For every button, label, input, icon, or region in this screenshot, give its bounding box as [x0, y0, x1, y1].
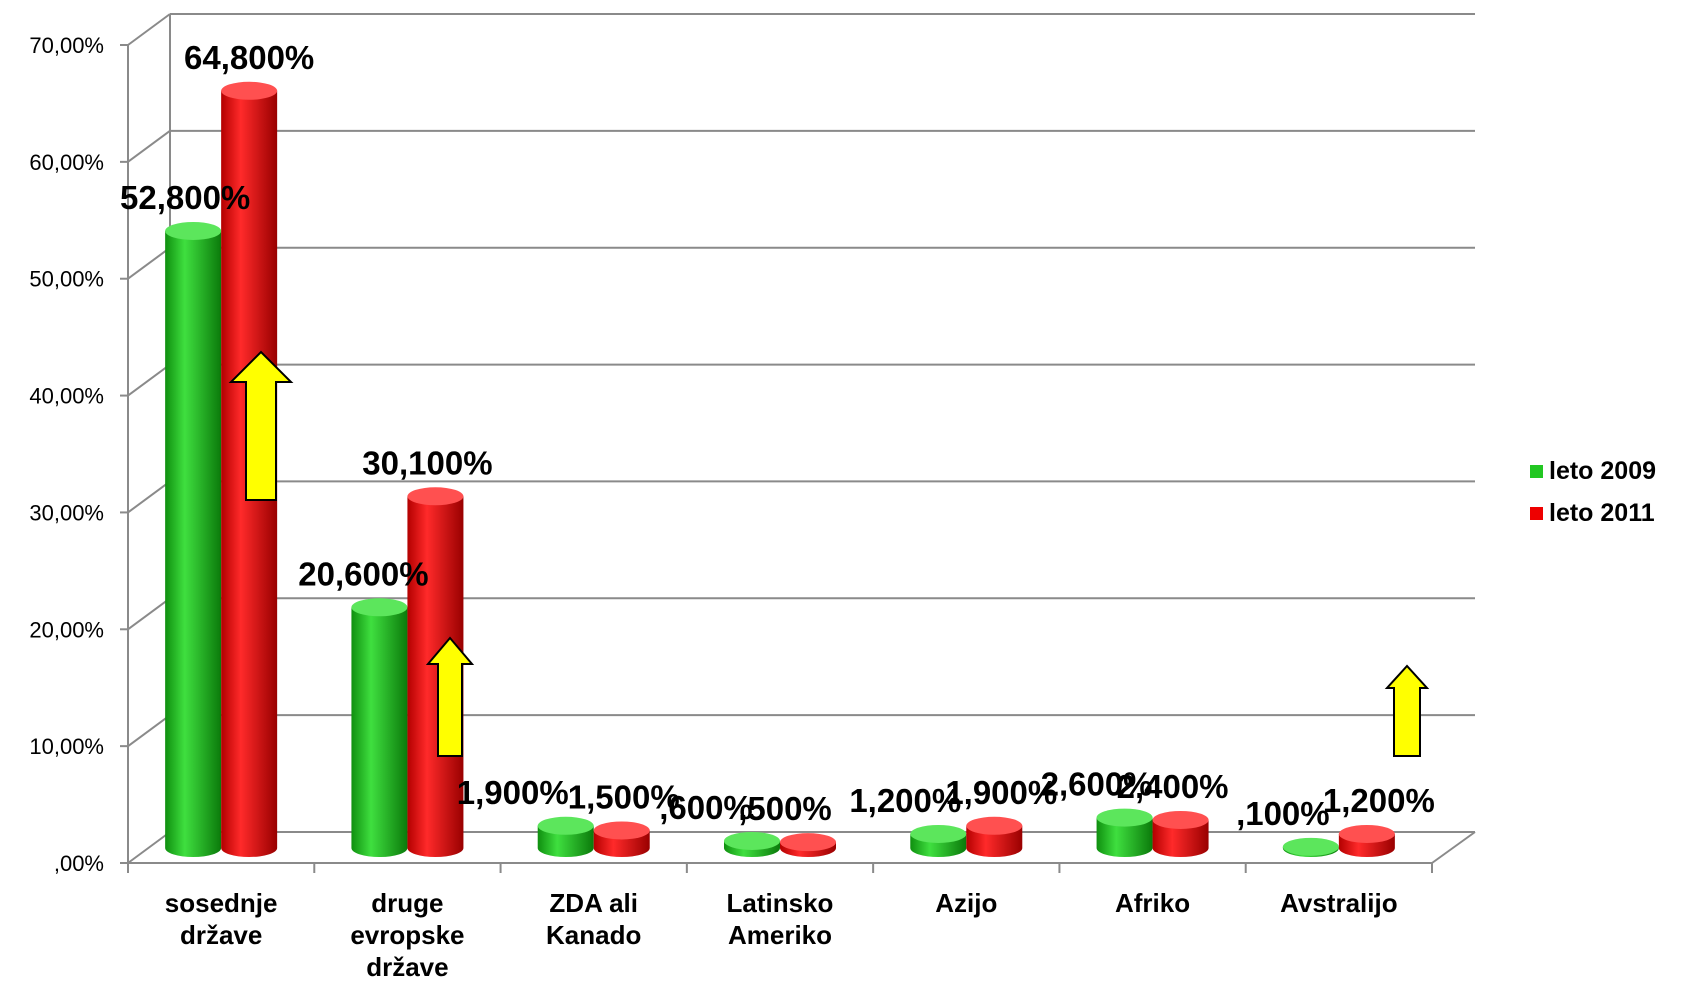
- bar-top: [724, 831, 780, 850]
- up-arrow-icon: [425, 636, 475, 757]
- data-labels: 52,800% 20,600% 1,900% ,600% 1,200% 2,600% ,10…: [120, 39, 1435, 832]
- data-label: 30,100%: [362, 444, 492, 481]
- bar-2011: [1152, 810, 1209, 857]
- y-tick-label: 20,00%: [29, 617, 104, 642]
- bar-body: [165, 230, 222, 858]
- grid-lines: [127, 13, 1475, 864]
- data-label: 1,900%: [457, 774, 569, 811]
- gridline-diagonal: [127, 246, 171, 280]
- bar-body: [351, 607, 408, 857]
- x-tick-label: ZDA ali Kanado: [546, 888, 641, 950]
- gridline-diagonal: [127, 130, 171, 163]
- legend-label-2011: leto 2011: [1549, 498, 1655, 527]
- bar-top: [966, 816, 1023, 835]
- data-label: 52,800%: [120, 179, 250, 216]
- bar-top: [780, 833, 836, 852]
- x-tick-label: Azijo: [935, 888, 997, 918]
- data-label: 1,200%: [849, 782, 961, 819]
- bar-2009: [1282, 837, 1339, 857]
- bar-2009: [351, 598, 408, 857]
- data-label: 2,400%: [1117, 768, 1229, 805]
- legend-item-2011: leto 2011: [1530, 492, 1656, 534]
- bar-body: [537, 825, 594, 857]
- data-label: ,500%: [738, 790, 832, 827]
- bar-2011: [966, 816, 1023, 857]
- data-label: 1,500%: [568, 778, 680, 815]
- bar-top: [1338, 824, 1395, 843]
- y-tick-label: 60,00%: [29, 150, 104, 175]
- data-label: 1,200%: [1323, 782, 1435, 819]
- legend-swatch-2009: [1530, 464, 1543, 478]
- y-tick-label: 50,00%: [29, 267, 104, 292]
- up-arrow-icon: [228, 350, 294, 501]
- bar-2011: [1338, 824, 1395, 857]
- y-tick-label: 30,00%: [29, 500, 104, 525]
- x-tick-label: sosednje države: [165, 888, 278, 950]
- data-label: 2,600%: [1041, 766, 1153, 803]
- bar-2009: [910, 824, 967, 857]
- y-tick-label: 10,00%: [29, 734, 104, 759]
- legend: leto 2009 leto 2011: [1530, 450, 1656, 534]
- legend-item-2009: leto 2009: [1530, 450, 1656, 492]
- data-label: ,600%: [659, 789, 753, 826]
- bar-top: [1152, 810, 1209, 829]
- bar-top: [1096, 808, 1153, 827]
- bar-top: [407, 487, 464, 506]
- data-label: ,100%: [1236, 795, 1330, 832]
- bar-top: [221, 81, 278, 100]
- bar-body: [407, 496, 464, 857]
- up-arrow-icon: [1384, 664, 1430, 757]
- bar-2009: [537, 816, 594, 857]
- bar-top: [1282, 837, 1339, 856]
- x-axis-right-diagonal: [1431, 831, 1476, 864]
- y-tick-label: 40,00%: [29, 384, 104, 409]
- bars: [165, 81, 1395, 858]
- bar-2011: [780, 833, 836, 857]
- bar-body: [966, 825, 1023, 857]
- bar-top: [537, 816, 594, 835]
- bar-body: [1152, 819, 1209, 857]
- bar-body: [1096, 817, 1153, 857]
- x-tick-label: Latinsko Ameriko: [727, 888, 834, 950]
- x-tick-label: Avstralijo: [1280, 888, 1398, 918]
- bar-2011: [593, 821, 650, 857]
- legend-swatch-2011: [1530, 506, 1543, 520]
- gridline-diagonal: [127, 831, 171, 864]
- data-label: 1,900%: [945, 774, 1057, 811]
- bar-2009: [165, 221, 222, 858]
- gridline-diagonal: [127, 480, 171, 514]
- bar-top: [165, 221, 222, 240]
- bar-top: [910, 824, 967, 843]
- x-tick-label: Afriko: [1115, 888, 1190, 918]
- bar-2009: [1096, 808, 1153, 857]
- data-label: 64,800%: [184, 39, 314, 76]
- annotation-arrows: [228, 350, 1430, 757]
- bar-2011: [407, 487, 464, 857]
- bar-2009: [724, 831, 780, 857]
- gridline-diagonal: [127, 13, 171, 46]
- gridline-diagonal: [127, 363, 171, 397]
- bar-top: [593, 821, 650, 840]
- data-label: 20,600%: [298, 555, 428, 592]
- x-tick-label: druge evropske države: [350, 888, 464, 981]
- legend-label-2009: leto 2009: [1549, 456, 1657, 485]
- y-tick-label: ,00%: [54, 851, 104, 876]
- bar-top: [351, 598, 408, 617]
- axes: ,00% 10,00% 20,00% 30,00% 40,00% 50,00% 60,00%…: [29, 14, 1476, 981]
- gridline-diagonal: [127, 714, 171, 747]
- y-tick-label: 70,00%: [29, 33, 104, 58]
- gridline-diagonal: [127, 597, 171, 631]
